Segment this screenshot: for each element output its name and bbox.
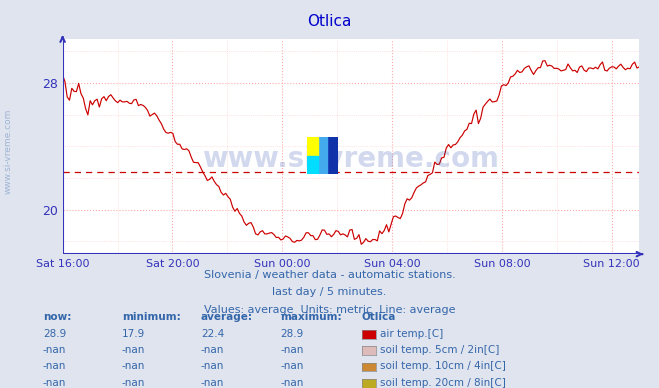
Text: 22.4: 22.4 <box>201 329 224 339</box>
Text: soil temp. 20cm / 8in[C]: soil temp. 20cm / 8in[C] <box>380 378 505 388</box>
Text: -nan: -nan <box>280 361 303 371</box>
Text: -nan: -nan <box>122 378 145 388</box>
Bar <box>306 137 322 156</box>
Text: maximum:: maximum: <box>280 312 342 322</box>
Text: soil temp. 10cm / 4in[C]: soil temp. 10cm / 4in[C] <box>380 361 505 371</box>
Text: Values: average  Units: metric  Line: average: Values: average Units: metric Line: aver… <box>204 305 455 315</box>
Text: -nan: -nan <box>280 345 303 355</box>
Text: -nan: -nan <box>201 378 224 388</box>
Text: Otlica: Otlica <box>307 14 352 29</box>
Text: www.si-vreme.com: www.si-vreme.com <box>4 109 13 194</box>
Text: now:: now: <box>43 312 71 322</box>
Text: -nan: -nan <box>201 345 224 355</box>
Text: 28.9: 28.9 <box>43 329 66 339</box>
Text: www.si-vreme.com: www.si-vreme.com <box>202 146 500 173</box>
Text: last day / 5 minutes.: last day / 5 minutes. <box>272 287 387 297</box>
Text: minimum:: minimum: <box>122 312 181 322</box>
Bar <box>306 156 318 174</box>
Text: -nan: -nan <box>43 361 66 371</box>
Text: Slovenia / weather data - automatic stations.: Slovenia / weather data - automatic stat… <box>204 270 455 280</box>
Text: 17.9: 17.9 <box>122 329 145 339</box>
Text: air temp.[C]: air temp.[C] <box>380 329 443 339</box>
Text: -nan: -nan <box>122 361 145 371</box>
Text: -nan: -nan <box>122 345 145 355</box>
Text: soil temp. 5cm / 2in[C]: soil temp. 5cm / 2in[C] <box>380 345 499 355</box>
Text: -nan: -nan <box>201 361 224 371</box>
Text: 28.9: 28.9 <box>280 329 303 339</box>
Text: -nan: -nan <box>280 378 303 388</box>
Polygon shape <box>322 137 338 174</box>
Polygon shape <box>318 137 327 174</box>
Text: -nan: -nan <box>43 378 66 388</box>
Text: average:: average: <box>201 312 253 322</box>
Bar <box>306 137 318 156</box>
Text: Otlica: Otlica <box>361 312 395 322</box>
Text: -nan: -nan <box>43 345 66 355</box>
Bar <box>306 156 322 174</box>
